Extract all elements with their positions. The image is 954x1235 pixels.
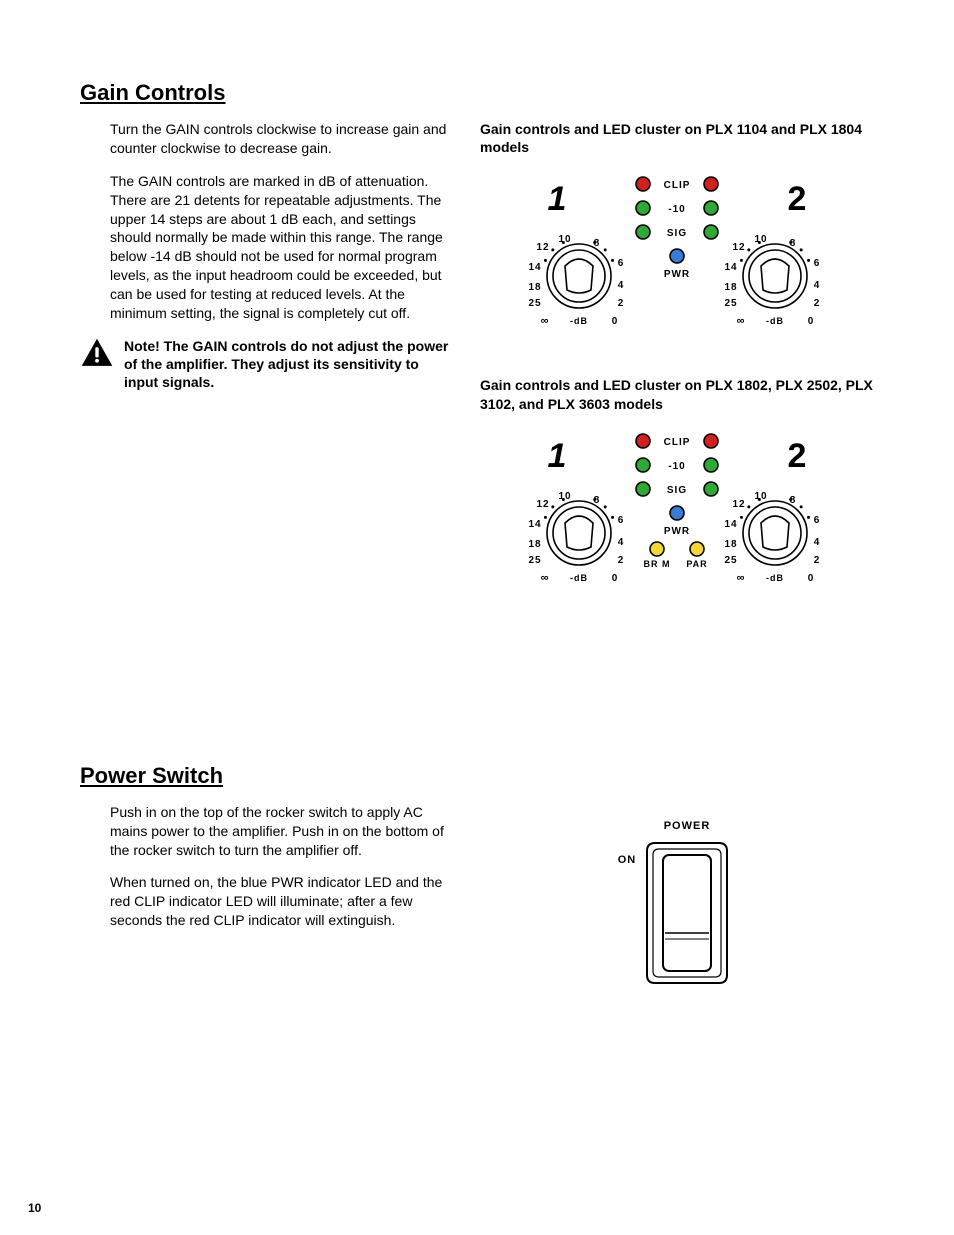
section-heading-gain: Gain Controls — [80, 80, 874, 106]
svg-text:∞: ∞ — [737, 572, 746, 584]
page-number: 10 — [28, 1201, 41, 1215]
svg-text:4: 4 — [814, 537, 821, 548]
svg-text:2: 2 — [788, 180, 807, 218]
svg-text:10: 10 — [754, 491, 767, 502]
gain-right-column: Gain controls and LED cluster on PLX 110… — [480, 120, 874, 653]
svg-text:∞: ∞ — [541, 315, 550, 327]
gain-note-text: Note! The GAIN controls do not adjust th… — [124, 337, 450, 392]
svg-text:18: 18 — [528, 282, 541, 293]
gain-caption-2: Gain controls and LED cluster on PLX 180… — [480, 376, 874, 412]
svg-text:PWR: PWR — [664, 526, 690, 537]
svg-text:0: 0 — [612, 573, 619, 584]
svg-text:18: 18 — [528, 539, 541, 550]
gain-diagram-2: 12CLIP-10SIGPWRBR MPAR121086420141825∞-d… — [497, 423, 857, 623]
power-para-2: When turned on, the blue PWR indicator L… — [80, 873, 450, 930]
power-switch-diagram: POWER ON — [577, 803, 777, 1003]
svg-text:POWER: POWER — [664, 820, 711, 832]
gain-diagram-1: 12CLIP-10SIGPWR121086420141825∞-dB121086… — [497, 166, 857, 346]
svg-text:∞: ∞ — [541, 572, 550, 584]
svg-text:6: 6 — [618, 515, 625, 526]
gain-para-2: The GAIN controls are marked in dB of at… — [80, 172, 450, 323]
svg-text:25: 25 — [528, 298, 541, 309]
svg-text:12: 12 — [536, 499, 549, 510]
svg-text:18: 18 — [724, 282, 737, 293]
svg-text:25: 25 — [724, 555, 737, 566]
power-columns: Push in on the top of the rocker switch … — [80, 803, 874, 1033]
power-left-column: Push in on the top of the rocker switch … — [80, 803, 450, 1033]
svg-text:8: 8 — [790, 495, 797, 506]
warning-icon — [80, 337, 114, 368]
svg-text:8: 8 — [594, 238, 601, 249]
gain-note-row: Note! The GAIN controls do not adjust th… — [80, 337, 450, 392]
svg-text:2: 2 — [788, 437, 807, 475]
svg-text:14: 14 — [724, 262, 737, 273]
svg-text:2: 2 — [618, 555, 625, 566]
svg-text:18: 18 — [724, 539, 737, 550]
svg-text:CLIP: CLIP — [664, 437, 691, 448]
svg-text:-dB: -dB — [766, 316, 784, 326]
svg-text:14: 14 — [528, 262, 541, 273]
svg-text:14: 14 — [528, 519, 541, 530]
svg-text:2: 2 — [814, 298, 821, 309]
svg-text:-10: -10 — [668, 204, 685, 215]
svg-text:6: 6 — [618, 258, 625, 269]
power-right-column: POWER ON — [480, 803, 874, 1033]
svg-text:0: 0 — [612, 316, 619, 327]
svg-text:8: 8 — [790, 238, 797, 249]
svg-text:1: 1 — [548, 437, 567, 475]
svg-text:-10: -10 — [668, 461, 685, 472]
svg-text:BR M: BR M — [644, 559, 671, 569]
svg-text:-dB: -dB — [766, 573, 784, 583]
svg-text:PWR: PWR — [664, 269, 690, 280]
svg-text:-dB: -dB — [570, 573, 588, 583]
power-para-1: Push in on the top of the rocker switch … — [80, 803, 450, 860]
svg-text:4: 4 — [814, 280, 821, 291]
svg-text:ON: ON — [618, 854, 637, 866]
svg-text:12: 12 — [732, 499, 745, 510]
vertical-spacer — [80, 653, 874, 763]
svg-text:1: 1 — [548, 180, 567, 218]
svg-text:CLIP: CLIP — [664, 180, 691, 191]
svg-text:25: 25 — [528, 555, 541, 566]
gain-caption-1: Gain controls and LED cluster on PLX 110… — [480, 120, 874, 156]
svg-text:SIG: SIG — [667, 485, 687, 496]
svg-text:PAR: PAR — [686, 559, 707, 569]
svg-text:12: 12 — [732, 242, 745, 253]
svg-text:-dB: -dB — [570, 316, 588, 326]
gain-para-1: Turn the GAIN controls clockwise to incr… — [80, 120, 450, 158]
svg-text:10: 10 — [558, 491, 571, 502]
gain-columns: Turn the GAIN controls clockwise to incr… — [80, 120, 874, 653]
section-heading-power: Power Switch — [80, 763, 874, 789]
svg-text:0: 0 — [808, 316, 815, 327]
svg-text:12: 12 — [536, 242, 549, 253]
svg-text:2: 2 — [814, 555, 821, 566]
svg-text:14: 14 — [724, 519, 737, 530]
svg-text:25: 25 — [724, 298, 737, 309]
svg-text:10: 10 — [754, 234, 767, 245]
svg-text:8: 8 — [594, 495, 601, 506]
gain-left-column: Turn the GAIN controls clockwise to incr… — [80, 120, 450, 653]
svg-text:4: 4 — [618, 537, 625, 548]
svg-text:6: 6 — [814, 258, 821, 269]
svg-text:6: 6 — [814, 515, 821, 526]
svg-text:2: 2 — [618, 298, 625, 309]
svg-text:10: 10 — [558, 234, 571, 245]
svg-text:∞: ∞ — [737, 315, 746, 327]
svg-text:SIG: SIG — [667, 228, 687, 239]
svg-text:4: 4 — [618, 280, 625, 291]
svg-text:0: 0 — [808, 573, 815, 584]
